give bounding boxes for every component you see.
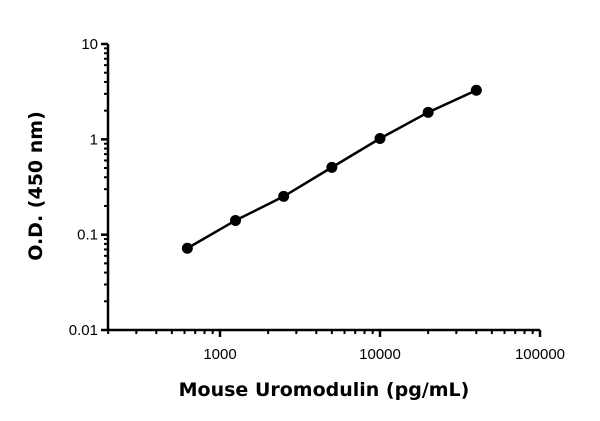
x-axis-title: Mouse Uromodulin (pg/mL) [179, 379, 470, 401]
data-point [230, 214, 242, 226]
y-tick-label: 10 [81, 36, 98, 53]
y-axis: 0.01 0.1 1 10 [69, 36, 110, 339]
data-point [470, 84, 482, 96]
x-tick-label: 10000 [359, 346, 401, 363]
data-point [278, 190, 290, 202]
data-point [181, 242, 193, 254]
x-axis: 1000 10000 100000 [107, 328, 565, 363]
y-axis-title: O.D. (450 nm) [25, 111, 47, 261]
x-tick-label: 1000 [203, 346, 236, 363]
data-point [422, 106, 434, 118]
y-tick-label: 0.01 [69, 322, 98, 339]
x-tick-label: 100000 [515, 346, 565, 363]
data-point [374, 133, 386, 145]
plot-area [181, 84, 482, 254]
y-tick-label: 1 [90, 131, 98, 148]
y-tick-label: 0.1 [77, 227, 98, 244]
data-point [326, 161, 338, 173]
